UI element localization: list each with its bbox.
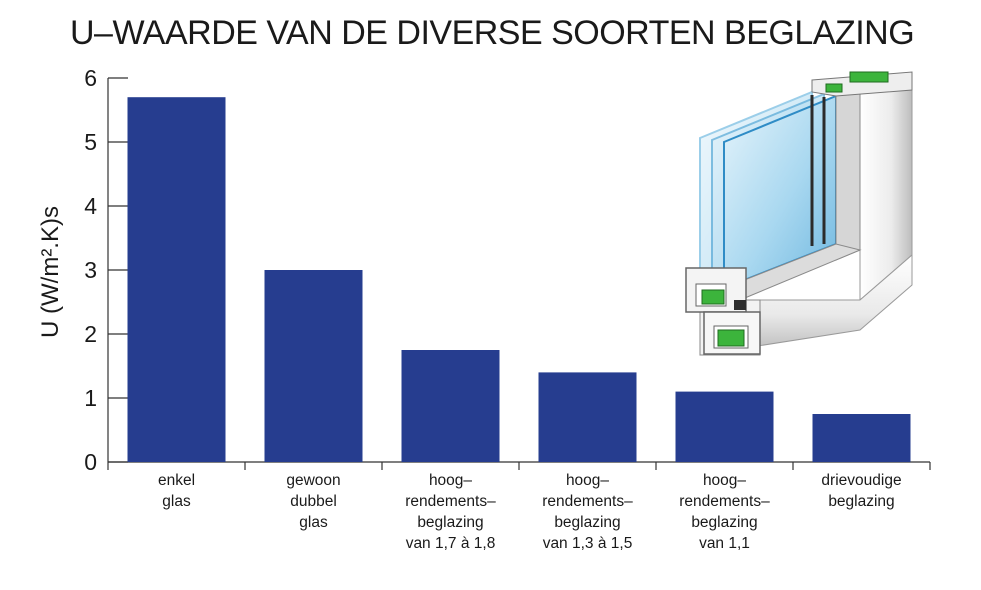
chart-axes: 0 1 2 3 4 5 6: [84, 65, 931, 475]
y-tick-label: 4: [84, 193, 97, 219]
bar: [538, 372, 637, 462]
y-tick-label: 2: [84, 321, 97, 347]
bar: [675, 391, 774, 462]
x-tick-label: hoog– rendements– beglazing van 1,3 à 1,…: [542, 472, 633, 552]
y-tick-label: 1: [84, 385, 97, 411]
y-tick-label: 3: [84, 257, 97, 283]
bar: [127, 97, 226, 462]
bar: [401, 350, 500, 462]
chart-bars: [127, 97, 911, 462]
chart-title: U–WAARDE VAN DE DIVERSE SOORTEN BEGLAZIN…: [70, 14, 915, 52]
x-tick-label: enkel glas: [157, 472, 196, 510]
x-tick-label: gewoon dubbel glas: [286, 472, 341, 531]
bar: [812, 414, 911, 462]
y-tick-label: 0: [84, 449, 97, 475]
x-tick-label: hoog– rendements– beglazing van 1,1: [679, 472, 770, 552]
triple-glazed-window-frame-icon: [685, 71, 913, 356]
x-tick-label: hoog– rendements– beglazing van 1,7 à 1,…: [405, 472, 496, 552]
y-axis-label: U (W/m².K)s: [37, 206, 64, 338]
y-tick-label: 6: [84, 65, 97, 91]
y-tick-label: 5: [84, 129, 97, 155]
bar: [264, 270, 363, 462]
x-tick-label: drievoudige beglazing: [821, 472, 902, 510]
